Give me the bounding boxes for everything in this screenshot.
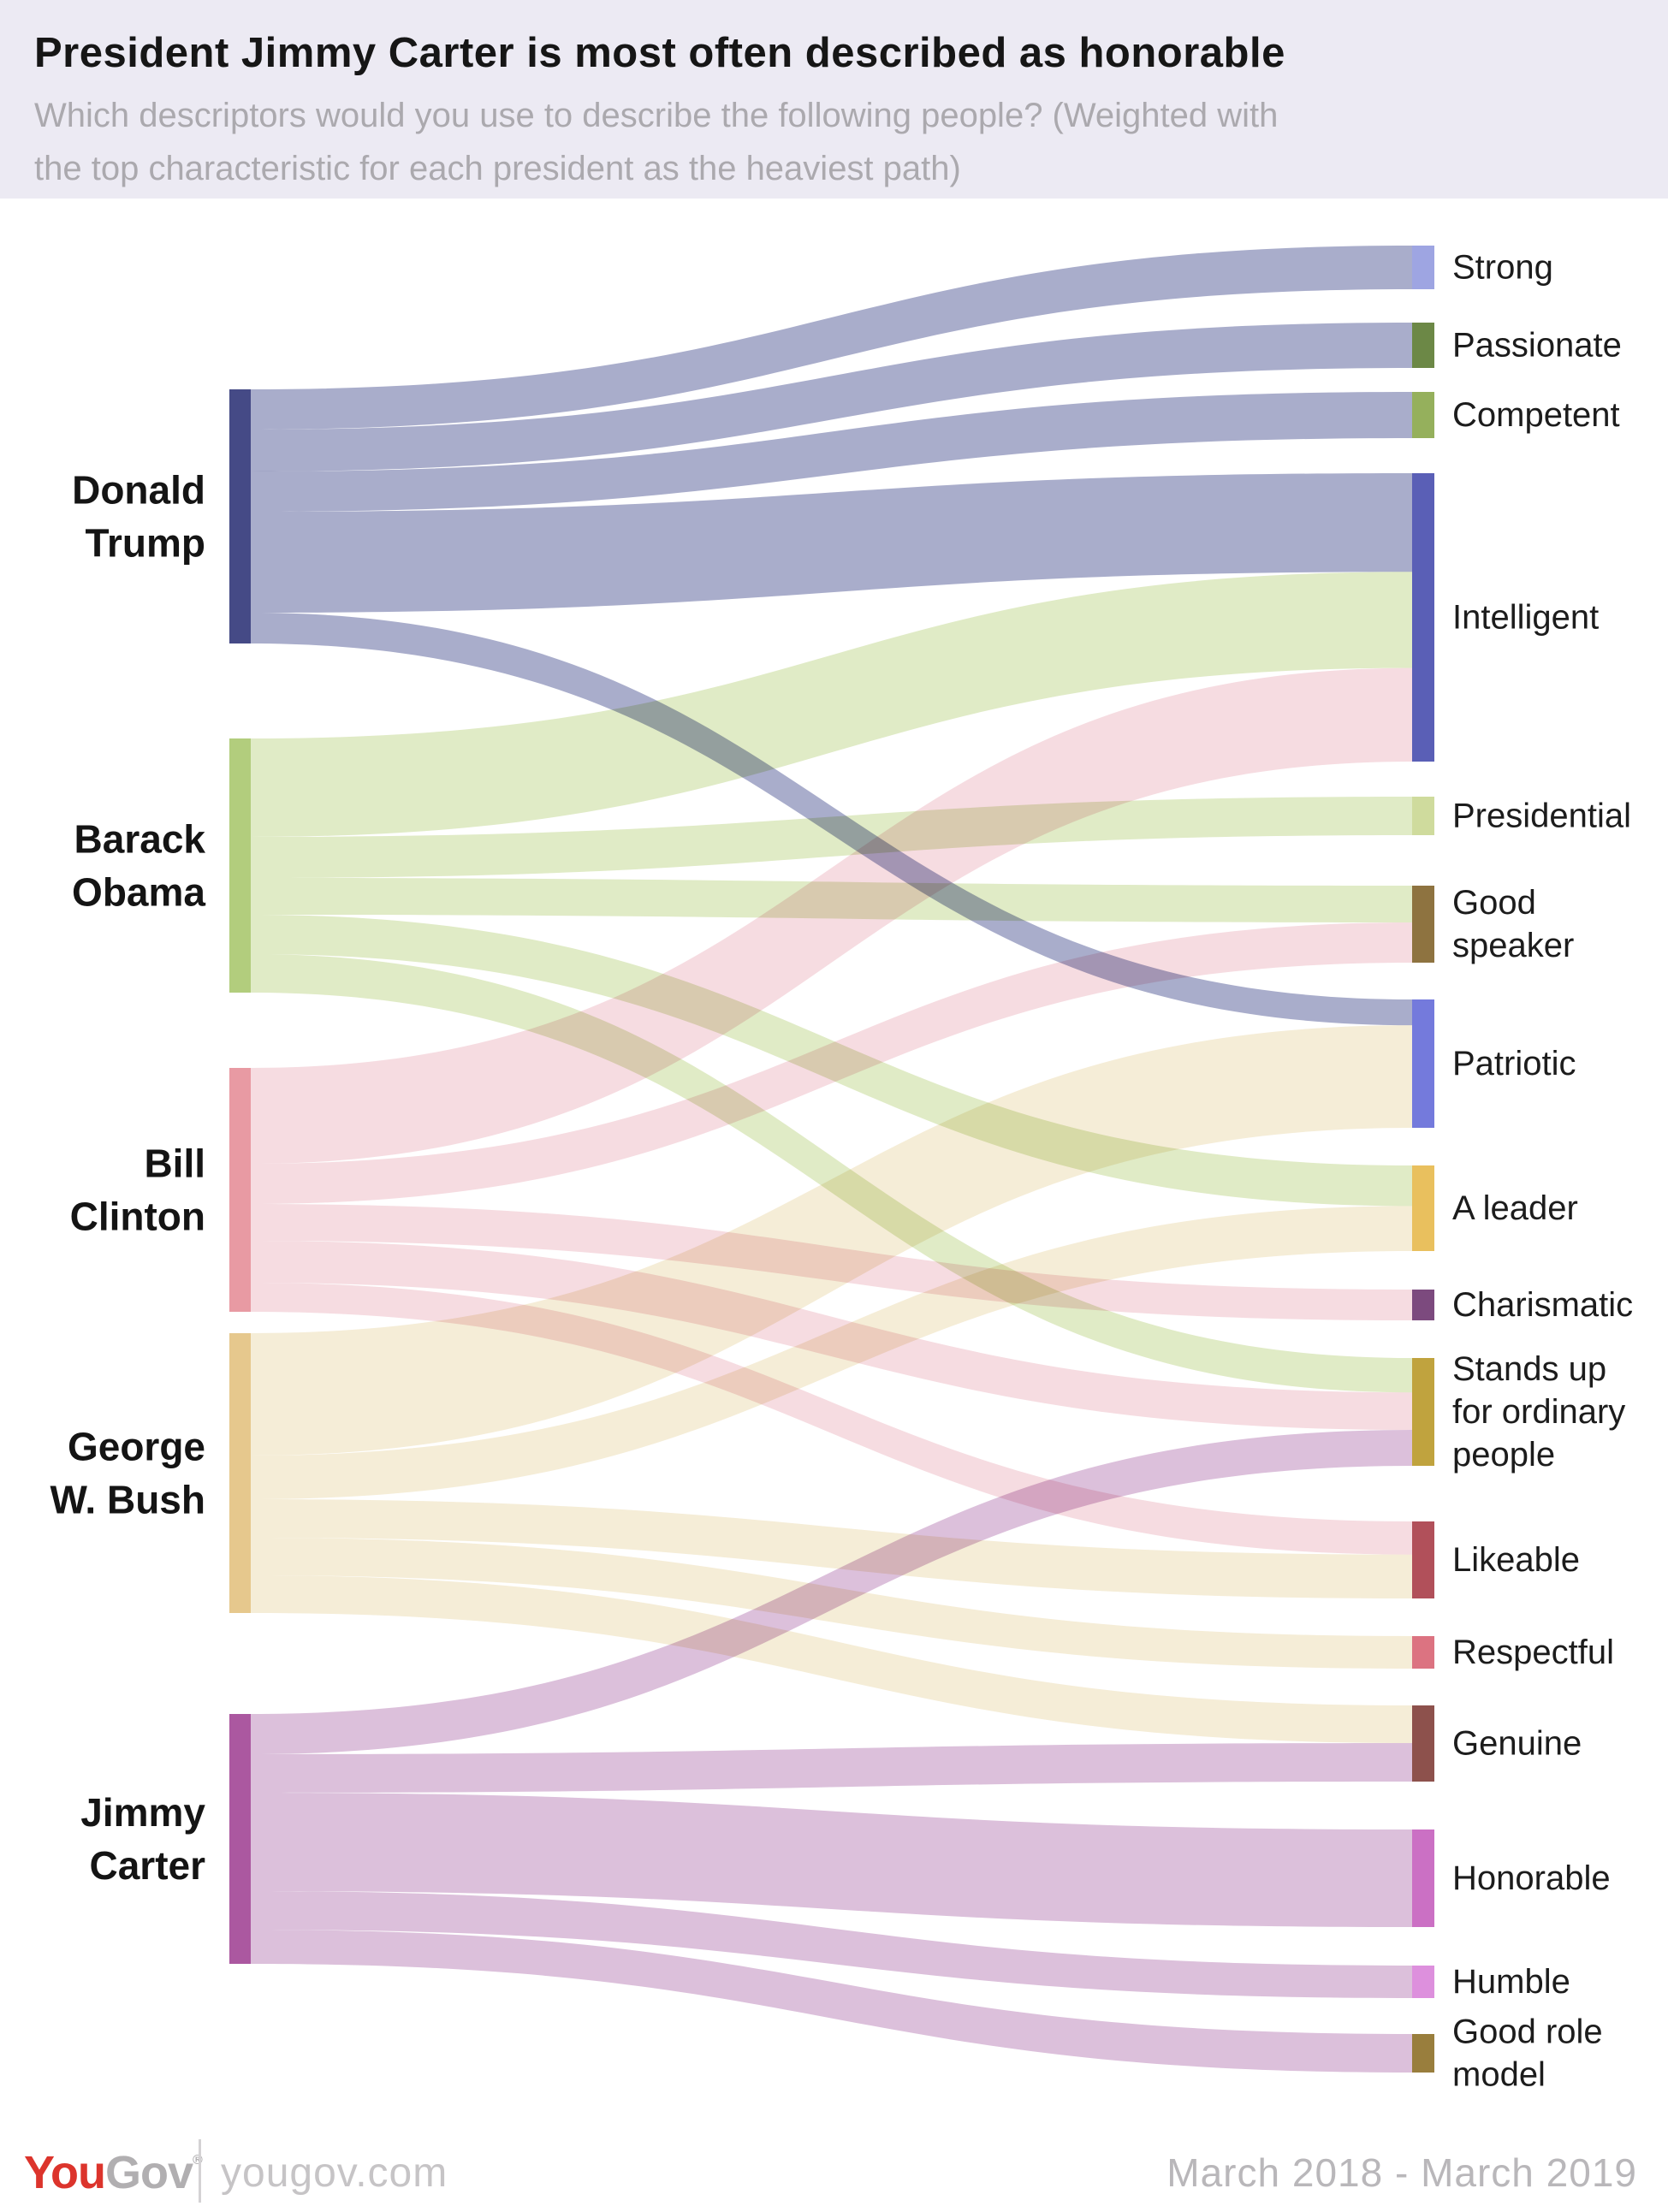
flow-carter-stands_up: [251, 1430, 1412, 1754]
flow-trump-passionate: [251, 323, 1412, 471]
label-bush: George W. Bush: [50, 1425, 205, 1522]
node-trump: [229, 389, 251, 643]
flow-carter-honorable: [251, 1793, 1412, 1927]
flow-obama-stands_up: [251, 954, 1412, 1393]
flow-obama-presidential: [251, 797, 1412, 878]
label-respectful: Respectful: [1452, 1634, 1614, 1671]
label-patriotic: Patriotic: [1452, 1045, 1576, 1082]
node-likeable: [1412, 1521, 1434, 1598]
node-a_leader: [1412, 1165, 1434, 1251]
flow-clinton-intelligent: [251, 667, 1412, 1164]
node-respectful: [1412, 1636, 1434, 1669]
label-strong: Strong: [1452, 249, 1553, 287]
label-obama: Barack Obama: [72, 817, 205, 915]
node-genuine: [1412, 1705, 1434, 1782]
label-good_speaker: Good speaker: [1452, 884, 1574, 964]
label-charismatic: Charismatic: [1452, 1286, 1633, 1324]
node-obama: [229, 738, 251, 993]
label-likeable: Likeable: [1452, 1541, 1580, 1579]
flow-trump-competent: [251, 392, 1412, 512]
yougov-url: yougov.com: [221, 2150, 448, 2196]
date-range: March 2018 - March 2019: [1166, 2150, 1637, 2195]
label-passionate: Passionate: [1452, 327, 1622, 365]
node-bush: [229, 1333, 251, 1613]
label-honorable: Honorable: [1452, 1859, 1611, 1897]
nodes-group: [229, 246, 1434, 2073]
node-strong: [1412, 246, 1434, 289]
logo-you: You: [24, 2147, 106, 2198]
label-clinton: Bill Clinton: [70, 1142, 205, 1239]
node-charismatic: [1412, 1290, 1434, 1320]
flows-group: [251, 246, 1412, 2073]
flow-trump-strong: [251, 246, 1412, 430]
node-humble: [1412, 1966, 1434, 1998]
node-clinton: [229, 1068, 251, 1312]
footer-divider-icon: [199, 2139, 201, 2203]
node-intelligent: [1412, 473, 1434, 762]
flow-obama-intelligent: [251, 572, 1412, 837]
label-trump: Donald Trump: [72, 468, 205, 566]
flow-bush-likeable: [251, 1499, 1412, 1598]
node-good_role_model: [1412, 2034, 1434, 2073]
node-presidential: [1412, 797, 1434, 835]
node-carter: [229, 1714, 251, 1964]
label-carter: Jimmy Carter: [80, 1790, 205, 1888]
label-intelligent: Intelligent: [1452, 599, 1599, 637]
label-stands_up: Stands up for ordinary people: [1452, 1350, 1625, 1474]
label-a_leader: A leader: [1452, 1189, 1578, 1227]
node-honorable: [1412, 1829, 1434, 1927]
node-patriotic: [1412, 999, 1434, 1128]
flow-carter-good_role_model: [251, 1930, 1412, 2073]
labels-group: Donald Trump Barack Obama Bill Clinton George W…: [50, 249, 1634, 2094]
label-competent: Competent: [1452, 396, 1620, 434]
flow-carter-humble: [251, 1891, 1412, 1998]
chart-title: President Jimmy Carter is most often des…: [34, 30, 1285, 76]
flow-carter-genuine: [251, 1743, 1412, 1793]
header: President Jimmy Carter is most often des…: [0, 0, 1668, 199]
node-passionate: [1412, 323, 1434, 368]
flow-clinton-likeable: [251, 1283, 1412, 1555]
label-humble: Humble: [1452, 1963, 1570, 2001]
label-genuine: Genuine: [1452, 1725, 1582, 1763]
logo-gov: Gov: [104, 2147, 193, 2198]
label-presidential: Presidential: [1452, 798, 1631, 835]
yougov-logo: YouGov®: [24, 2146, 203, 2199]
registered-mark-icon: ®: [193, 2153, 203, 2168]
flow-bush-a_leader: [251, 1206, 1412, 1499]
flow-clinton-good_speaker: [251, 922, 1412, 1204]
node-stands_up: [1412, 1358, 1434, 1466]
chart-subtitle-line2: the top characteristic for each presiden…: [34, 150, 961, 187]
label-good_role_model: Good role model: [1452, 2013, 1603, 2094]
flow-bush-patriotic: [251, 1025, 1412, 1456]
flow-bush-genuine: [251, 1575, 1412, 1743]
node-competent: [1412, 392, 1434, 438]
flow-trump-intelligent: [251, 473, 1412, 613]
chart-subtitle-line1: Which descriptors would you use to descr…: [34, 97, 1279, 134]
node-good_speaker: [1412, 886, 1434, 963]
footer: YouGov® yougov.com March 2018 - March 20…: [0, 2139, 1668, 2206]
